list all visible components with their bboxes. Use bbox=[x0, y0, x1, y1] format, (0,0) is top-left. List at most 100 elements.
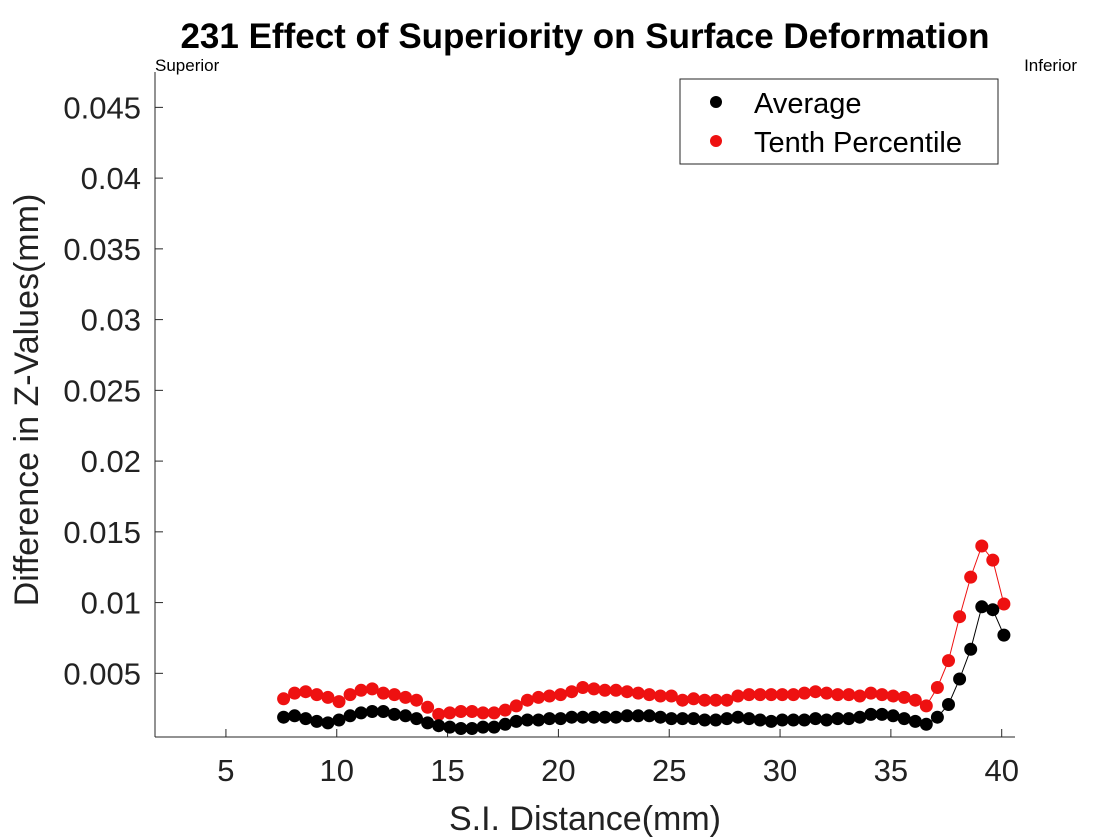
data-point-average bbox=[554, 712, 568, 726]
data-point-tenth-percentile bbox=[509, 699, 523, 713]
data-point-average bbox=[288, 709, 302, 723]
data-point-tenth-percentile bbox=[930, 681, 944, 694]
legend-label-average: Average bbox=[754, 88, 862, 120]
data-point-average bbox=[476, 720, 490, 734]
legend-marker-average bbox=[710, 96, 722, 108]
y-axis-label: Difference in Z-Values(mm) bbox=[8, 194, 46, 607]
x-tick-label: 15 bbox=[430, 753, 464, 788]
data-point-tenth-percentile bbox=[354, 683, 368, 697]
data-point-average bbox=[609, 710, 623, 724]
data-point-tenth-percentile bbox=[720, 693, 734, 707]
data-point-tenth-percentile bbox=[864, 686, 878, 700]
axes bbox=[154, 72, 1015, 738]
data-point-tenth-percentile bbox=[786, 688, 800, 702]
data-point-tenth-percentile bbox=[432, 707, 446, 721]
data-point-average bbox=[753, 713, 767, 727]
data-point-tenth-percentile bbox=[543, 689, 556, 703]
data-point-average bbox=[321, 716, 335, 730]
data-point-tenth-percentile bbox=[454, 705, 468, 718]
x-axis-label: S.I. Distance(mm) bbox=[449, 800, 721, 838]
series-tenth-percentile bbox=[277, 539, 1011, 721]
x-tick-label: 30 bbox=[763, 753, 797, 788]
x-tick-label: 20 bbox=[541, 753, 575, 788]
data-point-average bbox=[942, 698, 955, 711]
data-point-average bbox=[509, 714, 523, 728]
data-point-average bbox=[953, 672, 967, 686]
data-point-tenth-percentile bbox=[587, 682, 601, 696]
data-point-tenth-percentile bbox=[698, 693, 712, 707]
chart-title: 231 Effect of Superiority on Surface Def… bbox=[180, 17, 989, 56]
data-point-average bbox=[465, 722, 479, 735]
data-point-average bbox=[365, 705, 379, 718]
data-point-tenth-percentile bbox=[554, 688, 568, 702]
data-point-tenth-percentile bbox=[853, 689, 867, 703]
data-point-tenth-percentile bbox=[709, 693, 723, 707]
series-layer bbox=[277, 539, 1011, 735]
data-point-average bbox=[997, 628, 1011, 642]
data-point-average bbox=[842, 712, 856, 726]
data-point-tenth-percentile bbox=[820, 686, 834, 700]
data-point-average bbox=[642, 709, 656, 723]
data-point-average bbox=[653, 710, 667, 724]
data-point-tenth-percentile bbox=[919, 699, 933, 713]
y-tick-label: 0.04 bbox=[81, 161, 141, 196]
data-point-average bbox=[975, 600, 989, 614]
data-point-average bbox=[897, 712, 911, 726]
data-point-average bbox=[986, 603, 1000, 617]
data-point-tenth-percentile bbox=[443, 706, 457, 720]
data-point-average bbox=[875, 707, 889, 721]
data-point-tenth-percentile bbox=[831, 688, 845, 702]
data-point-average bbox=[598, 710, 612, 724]
data-point-tenth-percentile bbox=[964, 570, 978, 584]
data-point-tenth-percentile bbox=[609, 683, 623, 697]
data-point-tenth-percentile bbox=[764, 688, 778, 702]
y-tick-label: 0.025 bbox=[63, 373, 141, 408]
data-point-tenth-percentile bbox=[997, 597, 1011, 611]
data-point-average bbox=[820, 713, 834, 727]
data-point-average bbox=[410, 712, 423, 726]
y-ticks: 0.005 0.01 0.015 0.02 0.025 0.03 0.035 0.04 0.04… bbox=[63, 90, 163, 691]
data-point-tenth-percentile bbox=[631, 686, 645, 700]
data-point-tenth-percentile bbox=[576, 681, 590, 694]
data-point-average bbox=[587, 710, 601, 724]
data-point-tenth-percentile bbox=[277, 692, 291, 706]
data-point-tenth-percentile bbox=[565, 685, 579, 699]
data-point-tenth-percentile bbox=[653, 689, 667, 703]
data-point-tenth-percentile bbox=[365, 682, 379, 696]
data-point-average bbox=[532, 713, 545, 727]
data-point-tenth-percentile bbox=[376, 686, 390, 700]
data-point-tenth-percentile bbox=[875, 688, 889, 702]
data-point-average bbox=[709, 713, 723, 727]
data-point-tenth-percentile bbox=[664, 689, 678, 703]
data-point-average bbox=[664, 712, 678, 726]
data-point-tenth-percentile bbox=[620, 685, 634, 699]
x-tick-label: 5 bbox=[217, 753, 234, 788]
data-point-tenth-percentile bbox=[598, 683, 612, 697]
data-point-average bbox=[930, 710, 944, 724]
data-point-average bbox=[631, 709, 645, 723]
data-point-average bbox=[786, 713, 800, 727]
data-point-tenth-percentile bbox=[775, 688, 789, 702]
data-point-tenth-percentile bbox=[532, 690, 545, 704]
data-point-average bbox=[543, 712, 556, 726]
data-point-tenth-percentile bbox=[410, 693, 423, 707]
legend-box bbox=[679, 78, 999, 165]
y-tick-label: 0.035 bbox=[63, 232, 141, 267]
corner-label-inferior: Inferior bbox=[1024, 56, 1077, 75]
data-point-average bbox=[332, 713, 346, 727]
data-point-average bbox=[299, 712, 313, 726]
data-point-average bbox=[576, 710, 590, 724]
data-point-tenth-percentile bbox=[753, 688, 767, 702]
data-point-tenth-percentile bbox=[310, 688, 324, 702]
data-point-average bbox=[687, 712, 701, 726]
y-tick-label: 0.02 bbox=[81, 444, 141, 479]
data-point-average bbox=[376, 705, 390, 718]
data-point-average bbox=[387, 707, 401, 721]
x-tick-label: 25 bbox=[652, 753, 686, 788]
data-point-tenth-percentile bbox=[332, 695, 346, 709]
data-point-tenth-percentile bbox=[842, 688, 856, 702]
data-point-tenth-percentile bbox=[897, 690, 911, 704]
data-point-average bbox=[454, 722, 468, 735]
data-point-average bbox=[864, 707, 878, 721]
